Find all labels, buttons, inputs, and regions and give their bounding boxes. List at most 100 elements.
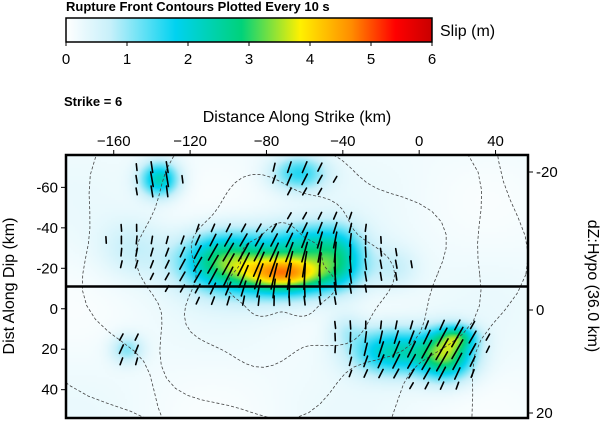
slip-vector (286, 187, 292, 196)
y-tick-label: -40 (36, 220, 58, 237)
slip-vector (453, 319, 461, 331)
slip-vector (120, 247, 123, 257)
slip-vector (221, 253, 235, 276)
slip-vector (332, 175, 338, 183)
slip-vector (435, 338, 449, 361)
slip-vector (118, 333, 124, 341)
slip-vector (181, 174, 184, 184)
slip-vector (270, 223, 278, 233)
slip-vector (301, 161, 308, 174)
slip-vector (150, 235, 154, 245)
slip-vector (134, 259, 139, 269)
slip-vector (437, 366, 447, 381)
slip-vector (436, 327, 448, 347)
y-tick-label: 20 (41, 341, 58, 358)
slip-vector (222, 266, 234, 287)
slip-vector (270, 262, 278, 290)
slip-vector (224, 233, 233, 247)
slip-vector (239, 233, 248, 247)
slip-vector (164, 259, 170, 269)
slip-vector (333, 296, 337, 306)
slip-vector (135, 187, 138, 196)
slip-vector (135, 163, 138, 172)
slip-vector (286, 262, 293, 291)
slip-vector (149, 171, 154, 188)
x-tick-label: −160 (97, 133, 131, 150)
slip-vector (348, 369, 353, 378)
slip-vector (439, 381, 445, 391)
colorbar-tick-label: 0 (62, 51, 70, 68)
slip-vector (256, 279, 262, 298)
slip-vector (485, 345, 491, 354)
slip-vector (316, 231, 324, 249)
slip-vector (209, 282, 217, 295)
slip-vector (268, 251, 280, 278)
colorbar-label: Slip (m) (440, 23, 495, 40)
colorbar-tick-label: 5 (367, 51, 375, 68)
rupture-front-contour (135, 155, 447, 418)
slip-vector (253, 263, 264, 290)
slip-vector (317, 187, 323, 196)
slip-vector (195, 223, 200, 232)
slip-vector (179, 258, 186, 270)
slip-vector (193, 245, 202, 260)
colorbar-tick-label: 3 (245, 51, 253, 68)
slip-vector (379, 271, 383, 282)
y-axis-right-ticks: -20 0 20 (528, 164, 558, 422)
colorbar (65, 17, 433, 43)
slip-vector (332, 231, 338, 249)
slip-vector (285, 250, 294, 278)
slip-vector (333, 281, 337, 296)
slip-vector (349, 320, 352, 330)
slip-vector (134, 333, 139, 341)
slip-vector (255, 223, 262, 233)
colorbar-tick-label: 4 (306, 51, 314, 68)
x-tick-label: −80 (254, 133, 279, 150)
slip-vector (193, 256, 203, 272)
y-axis-left-ticks: -60 -40 -20 0 20 40 (36, 179, 66, 399)
slip-vector (439, 319, 446, 331)
slip-vector (179, 246, 186, 258)
slip-vector (393, 330, 400, 345)
y-axis-left-label: Dist Along Dip (km) (1, 218, 18, 355)
slip-vector (333, 320, 337, 330)
slip-vectors (105, 161, 491, 391)
slip-vector (455, 381, 460, 390)
colorbar-tick-label: 6 (428, 51, 436, 68)
slip-vector (318, 295, 322, 306)
colorbar-tick-label: 1 (123, 51, 131, 68)
slip-vector (364, 258, 368, 271)
slip-vector (285, 232, 294, 248)
slip-vector (363, 355, 369, 368)
rupture-front-contour (183, 173, 396, 368)
x-tick-label: −40 (330, 133, 355, 150)
slip-vector (364, 330, 368, 344)
slip-vector (150, 185, 154, 198)
slip-vector (207, 254, 219, 274)
slip-vector (301, 222, 308, 234)
x-tick-label: −120 (173, 133, 207, 150)
slip-vector (332, 221, 338, 234)
slip-vector (470, 368, 475, 379)
slip-vector (451, 339, 464, 360)
slip-vector (409, 381, 415, 390)
slip-vector (226, 295, 231, 306)
slip-vector (348, 356, 353, 367)
slip-vector (237, 252, 250, 277)
slip-vector (286, 212, 292, 220)
slip-vector (317, 162, 323, 172)
slip-vector (165, 185, 169, 198)
slip-vector (207, 243, 219, 261)
slip-vector (238, 264, 249, 289)
slip-vector (272, 162, 276, 172)
slip-vector (286, 161, 292, 174)
y-tick-label: -20 (36, 260, 58, 277)
slip-vector (379, 259, 383, 270)
slip-vector (394, 247, 398, 257)
slip-vector (392, 340, 401, 358)
slip-vector (333, 266, 337, 287)
slip-vector (363, 368, 369, 379)
slip-vector (269, 242, 280, 262)
slip-vector (377, 341, 385, 358)
